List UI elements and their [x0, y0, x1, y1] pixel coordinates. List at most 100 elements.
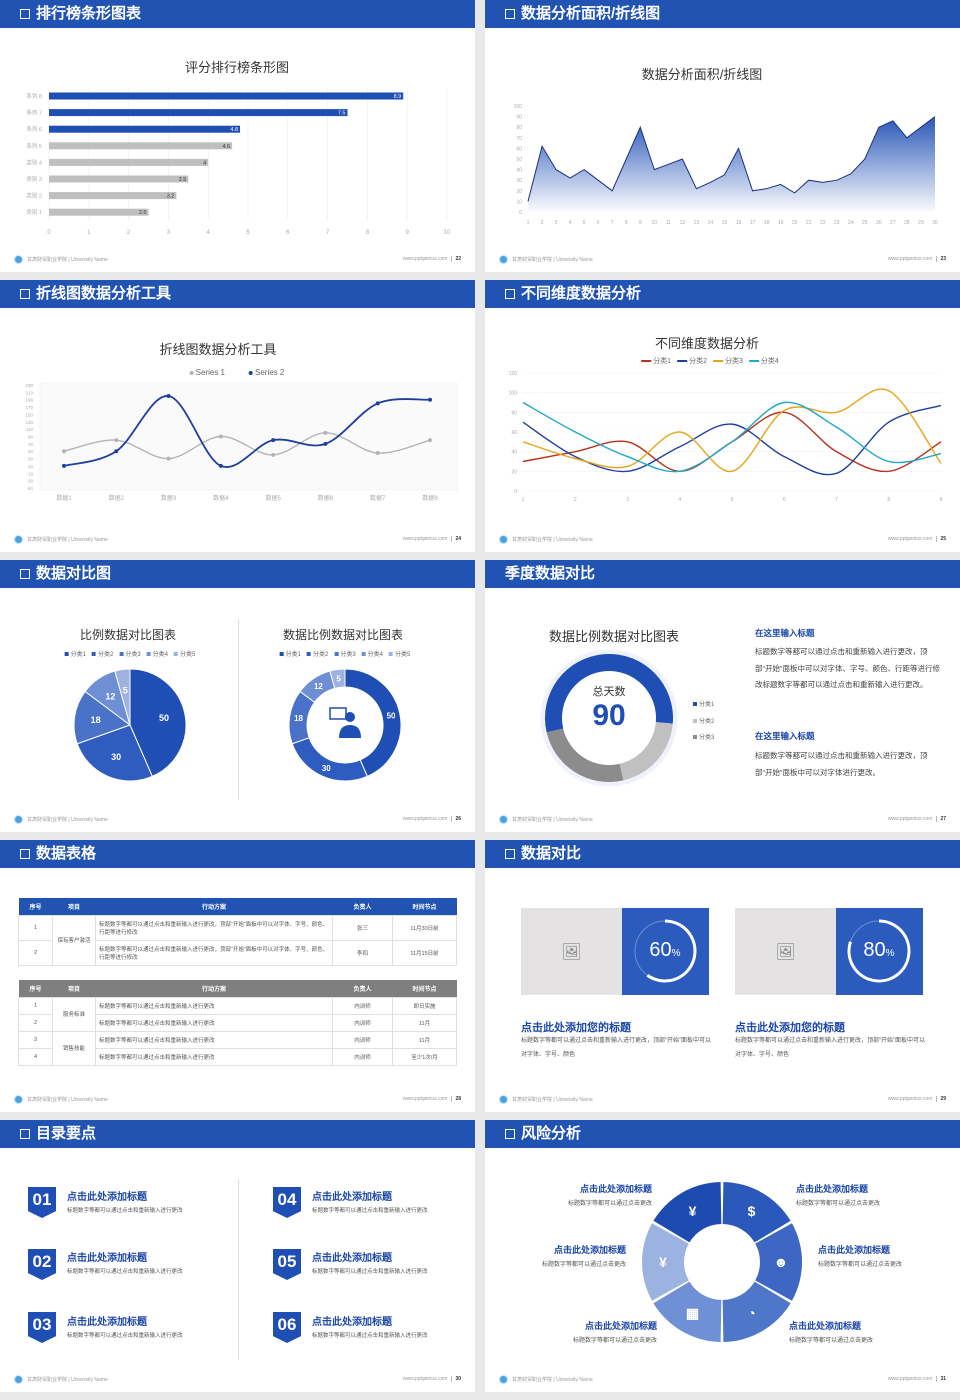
- x-tick-label: 15: [722, 220, 728, 226]
- legend-label: 分类3: [699, 735, 715, 741]
- legend-swatch: [677, 360, 688, 362]
- donut-segment: [546, 728, 624, 782]
- legend-item: Series 2: [249, 368, 284, 377]
- legend-label: 分类5: [395, 652, 411, 658]
- legend-label: 分类3: [125, 652, 141, 658]
- gauge-progress: [646, 919, 697, 983]
- x-tick-label: 27: [890, 220, 896, 226]
- add-image-icon[interactable]: 🖼: [521, 908, 622, 995]
- y-tick-label: 230: [25, 383, 33, 388]
- data-point: [114, 449, 119, 454]
- legend-item: 分类1: [641, 356, 671, 366]
- y-tick-label: 100: [514, 104, 523, 110]
- bar: [49, 125, 241, 133]
- toc-item-title[interactable]: 点击此处添加标题: [312, 1253, 392, 1264]
- risk-item-title[interactable]: 点击此处添加标题: [789, 1321, 862, 1331]
- x-tick-label: 23: [834, 220, 840, 226]
- risk-item-title[interactable]: 点击此处添加标题: [818, 1245, 891, 1255]
- x-tick-label: 2: [541, 220, 544, 226]
- legend-item: 分类3: [119, 649, 141, 658]
- cell-no: 2: [18, 939, 53, 966]
- slide-footer: 甘肃财贸职业学院 | University Name www.pptgenius.…: [14, 534, 461, 544]
- school-logo-icon: [14, 814, 23, 824]
- data-point: [375, 451, 380, 456]
- toc-item-title[interactable]: 点击此处添加标题: [67, 1253, 147, 1264]
- risk-item-title[interactable]: 点击此处添加标题: [579, 1184, 652, 1194]
- series-line: [522, 404, 942, 476]
- y-tick-label: 70: [516, 136, 522, 142]
- series-line: [522, 388, 942, 473]
- risk-item-title[interactable]: 点击此处添加标题: [796, 1184, 869, 1194]
- action-table-1: 序号 项目 行动方案 负责人 时间节点 1 保有客户激活 标题数字等都可以通过点击和重新输入…: [18, 898, 457, 966]
- footer-site: www.pptgenius.com: [402, 536, 448, 542]
- toc-item-title[interactable]: 点击此处添加标题: [312, 1317, 392, 1328]
- page-number: 31: [936, 1376, 946, 1382]
- toc-item-title[interactable]: 点击此处添加标题: [67, 1317, 147, 1328]
- risk-item-title[interactable]: 点击此处添加标题: [584, 1321, 657, 1331]
- legend-swatch: [91, 651, 96, 656]
- footer-site: www.pptgenius.com: [887, 1096, 933, 1102]
- y-tick-label: 170: [25, 405, 33, 410]
- checkbox-square-icon: [20, 1129, 30, 1139]
- pie-slice: [76, 724, 153, 782]
- slide-area-chart: 数据分析面积/折线图 数据分析面积/折线图 0 10 20 30 40 50 60 70 80 9…: [485, 0, 960, 272]
- risk-item-title[interactable]: 点击此处添加标题: [553, 1245, 626, 1255]
- slide-header: 数据表格: [0, 840, 475, 868]
- x-tick-label: 7: [611, 220, 614, 226]
- x-tick-label: 25: [862, 220, 868, 226]
- divider: [238, 1180, 239, 1360]
- x-tick-label: 7: [835, 497, 838, 503]
- chart-title: 数据比例数据对比图表: [548, 629, 680, 644]
- footer-school: 甘肃财贸职业学院 | University Name: [512, 816, 593, 823]
- table-row: 1 保有客户激活 标题数字等都可以通过点击和重新输入进行更改，顶部“开始”面板中可以…: [18, 914, 457, 966]
- slide-footer: 甘肃财贸职业学院 | University Name www.pptgenius.…: [499, 254, 946, 264]
- footer-school: 甘肃财贸职业学院 | University Name: [27, 1376, 108, 1383]
- school-logo-icon: [499, 814, 508, 824]
- x-tick-label: 数据3: [161, 494, 177, 502]
- money-bag-icon: ¥: [689, 1203, 697, 1219]
- footer-school: 甘肃财贸职业学院 | University Name: [512, 1376, 593, 1383]
- slide-header-title: 数据表格: [36, 845, 97, 862]
- bar-value-label: 3.5: [179, 177, 187, 183]
- slide-header: 风险分析: [485, 1120, 960, 1148]
- category-label: 类别 3: [26, 175, 42, 183]
- checkbox-square-icon: [20, 289, 30, 299]
- x-tick-label: 22: [820, 220, 826, 226]
- y-tick-label: 150: [25, 412, 33, 417]
- legend-label: 分类2: [699, 718, 715, 725]
- slide-footer: 甘肃财贸职业学院 | University Name www.pptgenius.…: [499, 814, 946, 824]
- cell-owner: 内训师: [332, 996, 393, 1015]
- school-logo-icon: [14, 254, 23, 264]
- bar-value-label: 3.2: [167, 194, 175, 200]
- data-point: [218, 463, 223, 468]
- column-header: 时间节点: [392, 980, 457, 997]
- x-tick-label: 9: [940, 497, 943, 503]
- toc-item-desc: 标题数字等都可以通过点击和重新输入进行更改: [67, 1333, 183, 1339]
- x-tick-label: 24: [848, 220, 854, 226]
- donut-center-label: 总天数: [592, 686, 626, 698]
- block-title: 在这里输入标题: [755, 731, 815, 741]
- x-tick-label: 5: [731, 497, 734, 503]
- add-image-icon[interactable]: 🖼: [735, 908, 836, 995]
- y-tick-label: 100: [509, 391, 518, 397]
- page-number: 27: [936, 816, 946, 822]
- donut-glow: [540, 649, 678, 787]
- toc-item-title[interactable]: 点击此处添加标题: [67, 1192, 147, 1203]
- column-header: 项目: [52, 898, 96, 915]
- chart-title: 评分排行榜条形图: [184, 60, 290, 75]
- chart-title: 数据比例数据对比图表: [282, 628, 404, 642]
- number-badge: 04: [273, 1187, 301, 1218]
- data-point: [375, 401, 380, 406]
- bar: [49, 158, 209, 166]
- building-icon: ▦: [686, 1305, 699, 1321]
- y-tick-label: 0: [514, 489, 517, 495]
- toc-item-title[interactable]: 点击此处添加标题: [312, 1192, 392, 1203]
- data-point: [114, 438, 119, 443]
- checkbox-square-icon: [505, 9, 515, 19]
- cell-time: 11月15日前: [392, 939, 457, 966]
- x-tick-label: 数据4: [213, 494, 229, 502]
- x-tick-label: 12: [680, 220, 686, 226]
- slice-label: 30: [322, 764, 331, 773]
- data-point: [323, 430, 328, 435]
- x-tick-label: 10: [444, 230, 451, 236]
